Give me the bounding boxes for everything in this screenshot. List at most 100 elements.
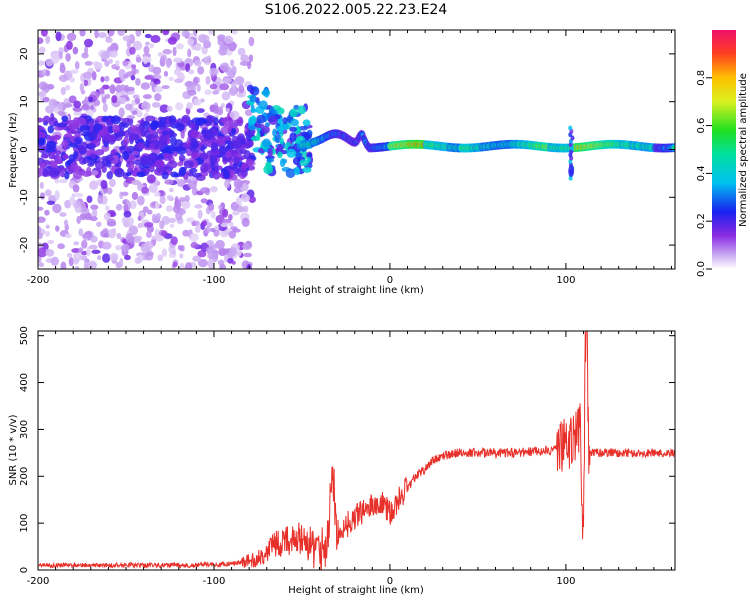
spectrogram-cell xyxy=(169,223,175,228)
spectrogram-cell xyxy=(49,135,56,142)
spectrogram-cell xyxy=(205,75,211,85)
spectrogram-cell xyxy=(142,56,152,63)
spectrogram-cell xyxy=(168,115,177,124)
spectrogram-cell xyxy=(206,222,213,228)
spectrogram-cell xyxy=(207,259,215,269)
spectrogram-cell xyxy=(231,80,237,90)
spectrogram-cell xyxy=(38,231,43,240)
spectrogram-cell xyxy=(151,213,157,224)
spectrogram-cell xyxy=(88,260,97,269)
spectrogram-cell xyxy=(157,153,165,161)
spectrogram-cell xyxy=(196,83,201,92)
spectrogram-cell xyxy=(143,45,150,55)
spectrogram-cell xyxy=(44,189,52,197)
spectrogram-cell xyxy=(187,89,197,96)
spectrogram-cell xyxy=(245,158,254,166)
spectrogram-cell xyxy=(161,171,169,180)
spectrogram-cell xyxy=(236,92,244,98)
spectrogram-cell xyxy=(187,48,192,58)
spectrogram-cell xyxy=(286,148,297,158)
spectrogram-cell xyxy=(170,236,178,245)
spectrogram-cell xyxy=(218,106,223,115)
colorbar-ticks: 0.0 0.2 0.4 0.6 0.8 xyxy=(696,70,712,277)
spectrogram-cell xyxy=(212,105,220,114)
spectrogram-cell xyxy=(248,196,256,204)
spectrogram-cell xyxy=(168,76,174,81)
spectrogram-cell xyxy=(172,205,181,214)
spectrogram-cell xyxy=(122,60,129,67)
spectrogram-cell xyxy=(208,30,214,35)
spectrogram-cell xyxy=(173,57,183,64)
spectrogram-cell xyxy=(129,46,136,55)
spectrogram-cell xyxy=(220,222,229,228)
spectrogram-cell xyxy=(157,254,163,262)
spectrogram-cell xyxy=(149,143,155,149)
spectrogram-cell xyxy=(194,59,202,67)
spectrogram-cell xyxy=(130,64,137,69)
spectrogram-cell xyxy=(72,46,79,55)
spectrogram-cell xyxy=(38,131,46,139)
spectrogram-cell xyxy=(276,107,285,115)
spectrogram-cell xyxy=(73,241,80,246)
spectrogram-cell xyxy=(148,164,155,173)
spectrogram-x-tick-label: 0 xyxy=(387,275,393,286)
spectrogram-cell xyxy=(249,95,257,103)
spectrogram-cell xyxy=(235,196,241,205)
snr-marks xyxy=(38,331,675,570)
spectrogram-cell xyxy=(83,38,94,48)
snr-x-tick-label: 100 xyxy=(556,576,575,587)
spectrogram-cell xyxy=(157,52,164,57)
spectrogram-cell xyxy=(222,169,231,180)
spectrogram-cell xyxy=(81,104,90,111)
spectrogram-cell xyxy=(89,130,98,140)
spectrogram-cell xyxy=(232,228,241,233)
spectrogram-cell xyxy=(69,77,76,83)
spectrogram-x-tick-label: -100 xyxy=(203,275,226,286)
spectrogram-cell xyxy=(123,130,130,138)
spectrogram-cell xyxy=(262,138,271,148)
spectrogram-cell xyxy=(201,220,208,227)
spectrogram-cell xyxy=(166,105,173,112)
spectrogram-cell xyxy=(58,74,69,82)
spectrogram-cell xyxy=(175,210,183,221)
spectrogram-y-tick-label: -10 xyxy=(19,189,30,205)
spectrogram-cell xyxy=(228,214,233,221)
spectrogram-cell xyxy=(188,180,197,190)
spectrogram-cell xyxy=(266,157,275,163)
spectrogram-cell xyxy=(104,75,110,82)
spectrogram-cell xyxy=(166,59,171,69)
spectrogram-cell xyxy=(163,152,170,159)
spectrogram-cell xyxy=(186,217,195,223)
spectrogram-cell xyxy=(235,167,241,174)
spectrogram-cell xyxy=(228,221,234,227)
spectrogram-cell xyxy=(131,110,138,116)
spectrogram-cell xyxy=(103,126,110,133)
spectrogram-cell xyxy=(103,212,111,221)
spectrogram-cell xyxy=(76,215,81,224)
spectrogram-cell xyxy=(150,35,161,43)
spectrogram-cell xyxy=(176,178,186,188)
spectrogram-cell xyxy=(117,30,126,37)
spectrogram-cell xyxy=(249,115,257,125)
spectrogram-cell xyxy=(236,205,246,213)
spectrogram-cell xyxy=(111,95,118,104)
spectrogram-cell xyxy=(70,161,79,171)
spectrogram-cell xyxy=(218,205,223,210)
spectrogram-cell xyxy=(69,69,79,74)
spectrogram-x-axis-label: Height of straight line (km) xyxy=(288,285,424,296)
spectrogram-cell xyxy=(302,166,312,173)
spectrogram-cell xyxy=(179,197,186,202)
spectrogram-cell xyxy=(289,126,297,132)
spectrogram-cell xyxy=(210,185,218,193)
spectrogram-cell xyxy=(285,168,296,179)
spectrogram-cell xyxy=(200,198,208,204)
spectrogram-cell xyxy=(225,107,230,113)
spectrogram-cell xyxy=(68,95,77,104)
spectrogram-cell xyxy=(149,43,155,49)
spectrogram-cell xyxy=(206,115,216,123)
spectrogram-cell xyxy=(40,153,49,159)
spectrogram-cell xyxy=(136,110,143,118)
spectrogram-marks xyxy=(38,30,675,269)
spectrogram-cell xyxy=(248,36,255,47)
